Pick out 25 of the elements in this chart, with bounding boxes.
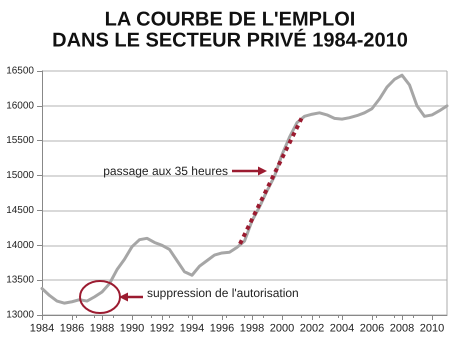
x-tick-label: 1994 [180, 322, 204, 334]
x-tick-label: 2006 [360, 322, 384, 334]
x-tick-label: 1988 [90, 322, 114, 334]
y-tick-label: 15000 [6, 170, 34, 182]
chart-title: LA COURBE DE L'EMPLOI DANS LE SECTEUR PRIVÉ 1984-2010 [52, 8, 408, 52]
y-tick-label: 14000 [6, 240, 34, 251]
x-tick-label: 2010 [420, 322, 444, 334]
y-tick-label: 15500 [6, 135, 34, 146]
x-tick-label: 1996 [210, 322, 234, 334]
x-tick-label: 1990 [120, 322, 144, 334]
x-tick-label: 1984 [30, 322, 54, 334]
x-tick-label: 2000 [270, 322, 294, 334]
y-tick-label: 14500 [6, 204, 34, 216]
x-tick-label: 1992 [150, 322, 174, 334]
x-tick-label: 1998 [240, 322, 264, 334]
annotation: suppression de l'autorisation [147, 286, 299, 300]
x-tick-label: 1986 [60, 322, 84, 334]
y-tick-label: 16000 [6, 100, 34, 112]
y-tick-label: 13500 [6, 274, 34, 286]
y-tick-label: 16500 [6, 66, 34, 76]
annotation: passage aux 35 heures [103, 164, 228, 178]
y-tick-label: 13000 [6, 310, 34, 320]
x-tick-label: 2004 [330, 322, 354, 334]
x-tick-label: 2008 [390, 322, 414, 334]
x-tick-label: 2002 [300, 322, 324, 334]
